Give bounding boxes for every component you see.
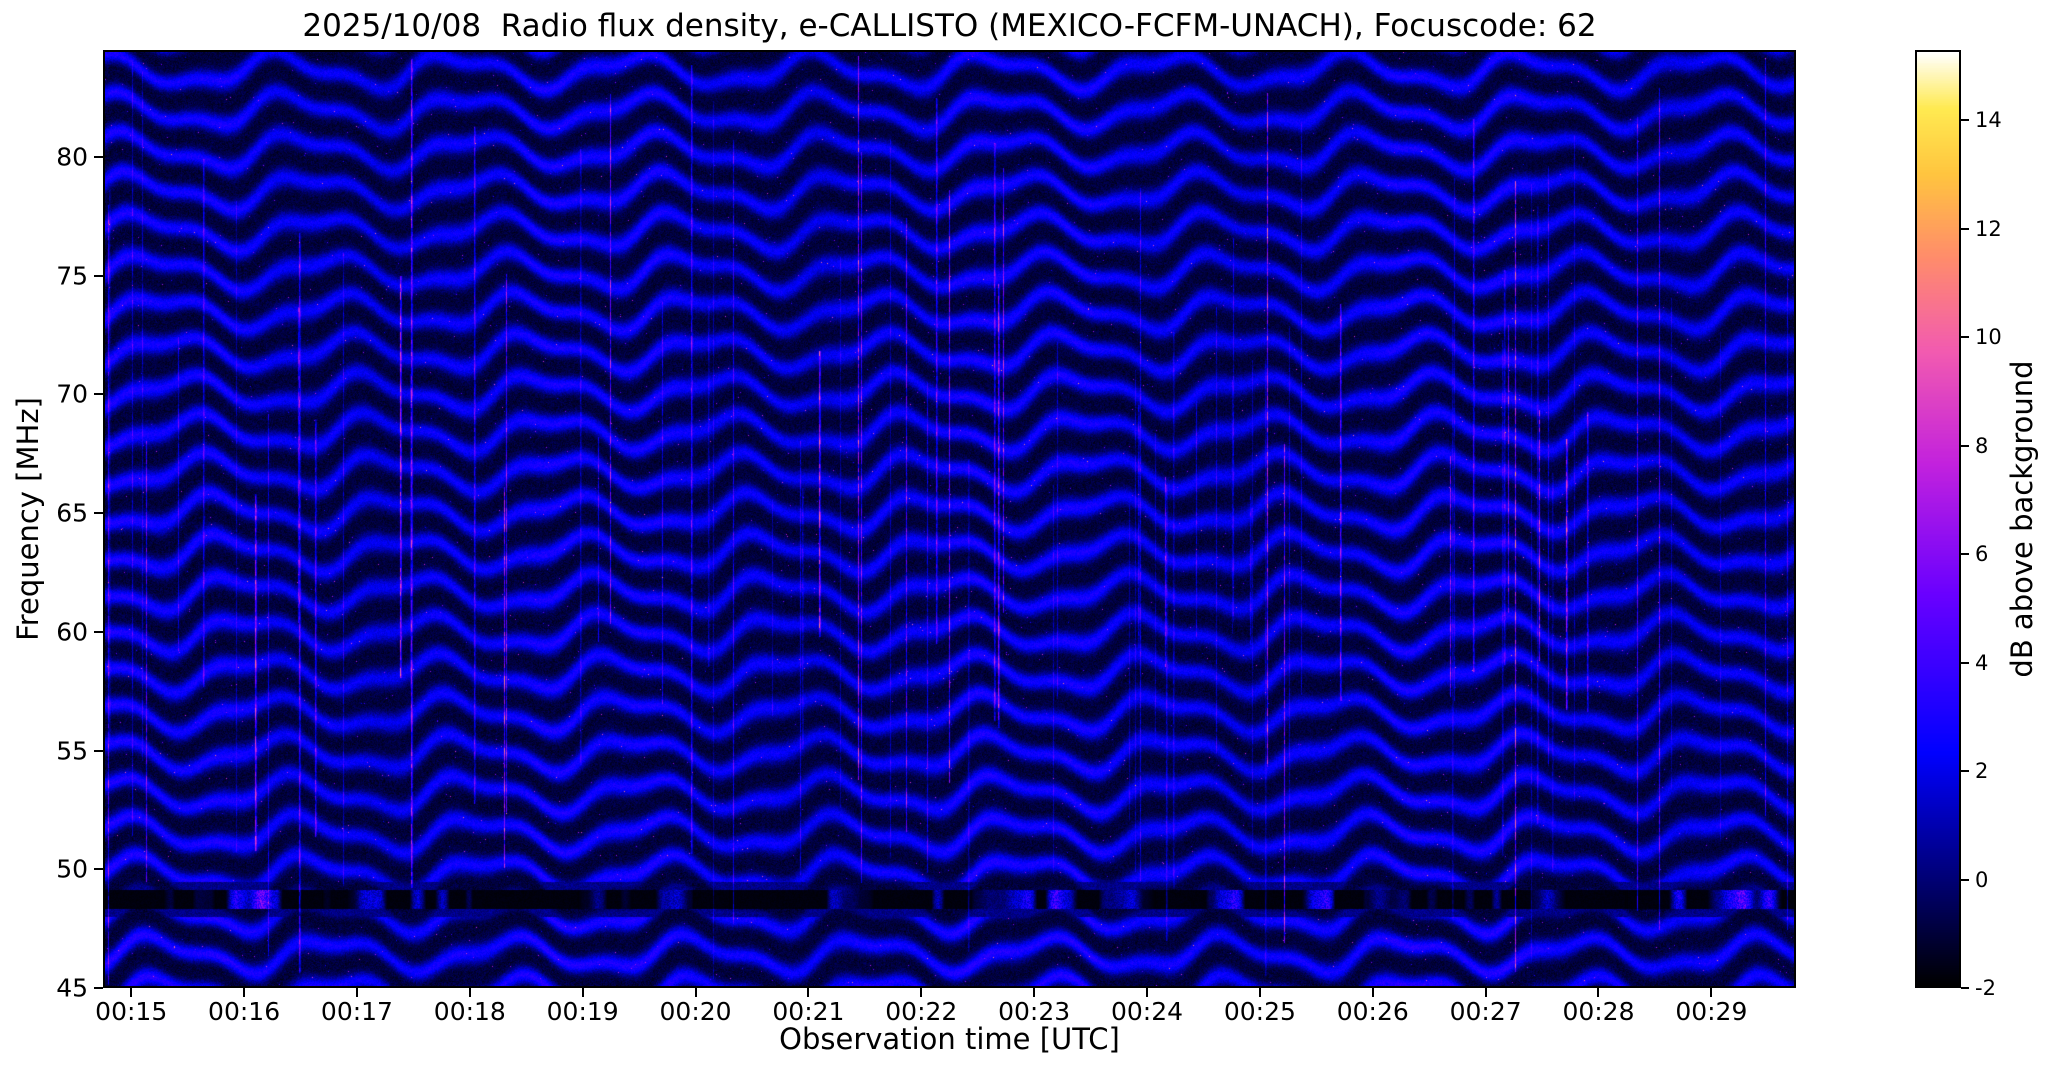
- colorbar-tick-mark: [1961, 878, 1969, 881]
- y-tick-label: 50: [56, 854, 88, 884]
- x-tick-mark: [1710, 988, 1713, 997]
- y-tick-label: 65: [56, 498, 88, 528]
- colorbar-tick-label: 0: [1975, 867, 1989, 892]
- x-tick-label: 00:18: [433, 997, 506, 1026]
- x-tick-mark: [355, 988, 358, 997]
- colorbar-tick-mark: [1961, 987, 1969, 989]
- x-tick-mark: [468, 988, 471, 997]
- x-tick-label: 00:26: [1336, 997, 1409, 1026]
- y-tick-label: 55: [56, 736, 88, 766]
- colorbar-tick-mark: [1961, 553, 1969, 556]
- x-tick-mark: [1597, 988, 1600, 997]
- x-tick-label: 00:29: [1675, 997, 1748, 1026]
- colorbar-tick-mark: [1961, 119, 1969, 122]
- y-tick-mark: [94, 749, 103, 752]
- x-tick-label: 00:22: [885, 997, 958, 1026]
- colorbar-label: dB above background: [2005, 360, 2039, 678]
- colorbar-tick-label: 2: [1975, 759, 1989, 784]
- colorbar-tick-label: 6: [1975, 542, 1989, 567]
- colorbar-tick-label: -2: [1975, 976, 1996, 1000]
- x-tick-label: 00:24: [1110, 997, 1184, 1026]
- y-tick-label: 75: [56, 261, 88, 291]
- x-tick-mark: [130, 988, 133, 997]
- colorbar-tick-mark: [1961, 770, 1969, 773]
- x-tick-mark: [581, 988, 584, 997]
- colorbar-tick-mark: [1961, 661, 1969, 664]
- colorbar: [1915, 50, 1961, 988]
- x-tick-mark: [694, 988, 697, 997]
- y-tick-label: 45: [56, 973, 88, 1003]
- y-tick-mark: [94, 274, 103, 277]
- colorbar-tick-label: 10: [1975, 325, 2002, 350]
- x-tick-label: 00:17: [320, 997, 393, 1026]
- colorbar-tick-label: 8: [1975, 433, 1989, 458]
- x-tick-mark: [1033, 988, 1036, 997]
- x-tick-mark: [1146, 988, 1149, 997]
- x-tick-label: 00:27: [1449, 997, 1522, 1026]
- x-tick-label: 00:20: [659, 997, 732, 1026]
- x-tick-label: 00:19: [546, 997, 619, 1026]
- x-tick-label: 00:21: [772, 997, 845, 1026]
- y-tick-label: 60: [56, 617, 88, 647]
- x-tick-label: 00:15: [95, 997, 168, 1026]
- colorbar-tick-mark: [1961, 336, 1969, 339]
- x-tick-mark: [807, 988, 810, 997]
- colorbar-tick-mark: [1961, 444, 1969, 447]
- colorbar-tick-label: 12: [1975, 216, 2002, 241]
- x-tick-label: 00:28: [1562, 997, 1635, 1026]
- y-tick-label: 80: [56, 142, 88, 172]
- x-tick-label: 00:25: [1223, 997, 1296, 1026]
- x-tick-mark: [243, 988, 246, 997]
- x-tick-label: 00:23: [998, 997, 1071, 1026]
- colorbar-tick-mark: [1961, 227, 1969, 230]
- spectrogram-canvas: [105, 52, 1794, 986]
- plot-area: [103, 50, 1796, 988]
- y-tick-mark: [94, 868, 103, 871]
- y-tick-mark: [94, 630, 103, 633]
- x-tick-mark: [1258, 988, 1261, 997]
- colorbar-tick-label: 14: [1975, 108, 2002, 133]
- x-tick-mark: [920, 988, 923, 997]
- y-tick-mark: [94, 393, 103, 396]
- x-tick-mark: [1371, 988, 1374, 997]
- colorbar-tick-label: 4: [1975, 650, 1989, 675]
- x-tick-mark: [1484, 988, 1487, 997]
- y-tick-mark: [94, 512, 103, 515]
- x-axis-label: Observation time [UTC]: [779, 1022, 1120, 1056]
- y-tick-mark: [94, 987, 103, 989]
- y-tick-label: 70: [56, 379, 88, 409]
- colorbar-canvas: [1917, 52, 1959, 986]
- y-tick-mark: [94, 155, 103, 158]
- x-tick-label: 00:16: [208, 997, 281, 1026]
- plot-title: 2025/10/08 Radio flux density, e-CALLIST…: [302, 8, 1597, 44]
